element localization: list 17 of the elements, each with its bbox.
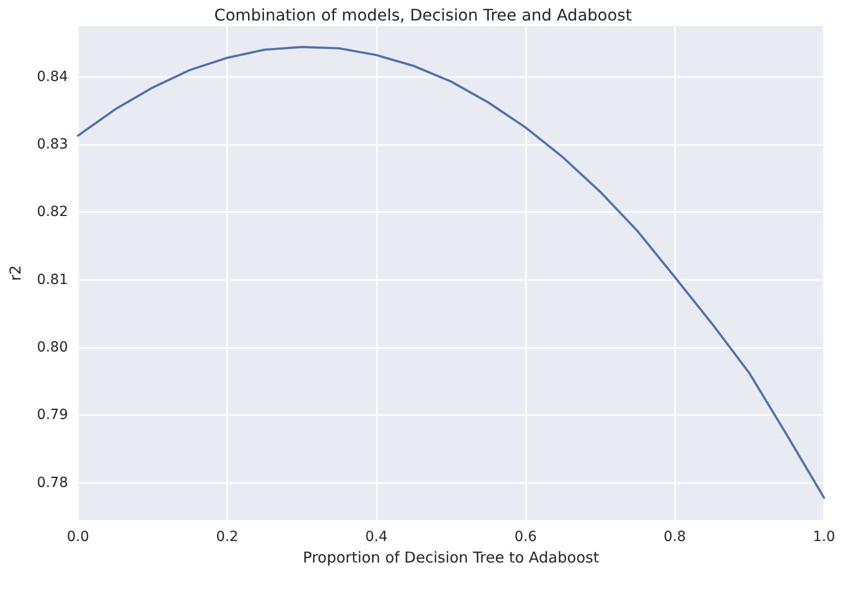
y-tick-label: 0.81: [36, 272, 68, 288]
y-tick-label: 0.83: [36, 136, 68, 152]
x-tick-label: 0.6: [514, 529, 537, 545]
x-axis-title: Proportion of Decision Tree to Adaboost: [302, 548, 600, 566]
y-tick-label: 0.79: [36, 407, 68, 424]
x-tick-label: 0.2: [216, 529, 238, 545]
y-tick-label: 0.84: [36, 68, 68, 85]
y-tick-label: 0.82: [36, 204, 68, 220]
line-series: [76, 46, 826, 499]
chart-title: Combination of models, Decision Tree and Adaboost: [214, 6, 632, 24]
y-axis-title: r2: [6, 265, 24, 281]
y-tick-label: 0.80: [36, 339, 68, 356]
x-tick-label: 1.0: [812, 529, 836, 545]
x-tick-label: 0.0: [66, 529, 90, 545]
y-tick-label: 0.78: [36, 474, 68, 491]
x-tick-label: 0.8: [664, 529, 686, 545]
x-tick-label: 0.4: [365, 529, 388, 545]
